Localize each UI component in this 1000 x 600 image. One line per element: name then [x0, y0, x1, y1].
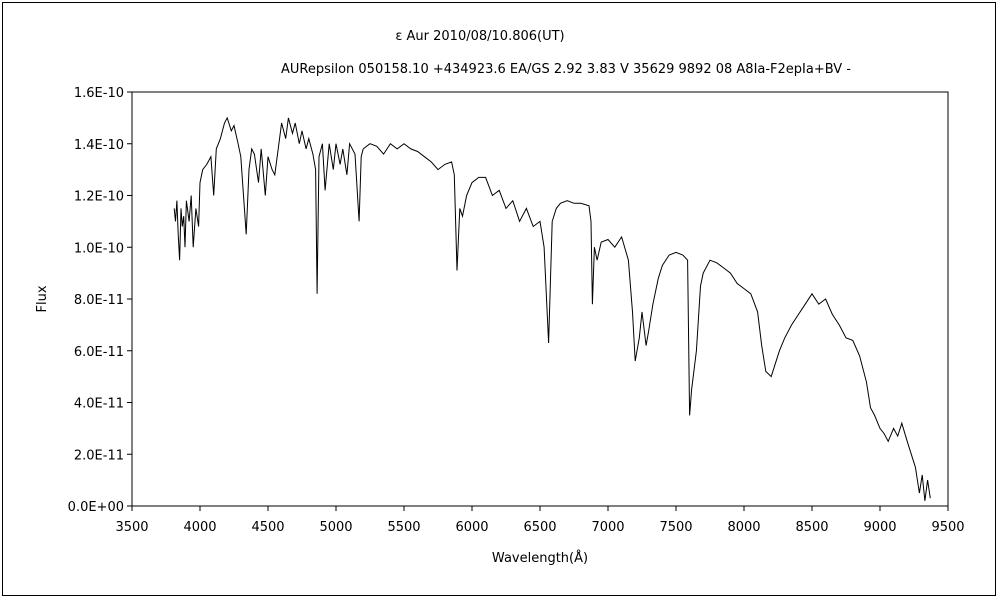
y-tick-label: 1.0E-10 [74, 241, 124, 256]
chart-title: ε Aur 2010/08/10.806(UT) [395, 29, 564, 44]
x-tick-label: 7000 [591, 520, 624, 535]
x-axis-label: Wavelength(Å) [492, 550, 588, 566]
x-tick-label: 6000 [455, 520, 488, 535]
y-axis-label: Flux [35, 285, 50, 312]
x-tick-label: 6500 [523, 520, 556, 535]
chart-subtitle: AURepsilon 050158.10 +434923.6 EA/GS 2.9… [281, 62, 851, 77]
y-tick-label: 1.4E-10 [74, 138, 124, 153]
x-tick-label: 9500 [931, 520, 964, 535]
x-tick-label: 9000 [863, 520, 896, 535]
series-line [173, 116, 931, 501]
y-tick-label: 1.6E-10 [74, 86, 124, 101]
x-tick-label: 4000 [183, 520, 216, 535]
x-tick-label: 7500 [659, 520, 692, 535]
y-tick-label: 2.0E-11 [74, 448, 124, 463]
x-tick-label: 8000 [727, 520, 760, 535]
y-tick-label: 0.0E+00 [68, 500, 124, 515]
y-tick-label: 1.2E-10 [74, 190, 124, 205]
y-tick-label: 6.0E-11 [74, 345, 124, 360]
x-tick-label: 5500 [387, 520, 420, 535]
x-tick-label: 4500 [251, 520, 284, 535]
x-tick-label: 3500 [115, 520, 148, 535]
x-tick-label: 5000 [319, 520, 352, 535]
y-tick-label: 4.0E-11 [74, 397, 124, 412]
x-tick-label: 8500 [795, 520, 828, 535]
y-tick-label: 8.0E-11 [74, 293, 124, 308]
